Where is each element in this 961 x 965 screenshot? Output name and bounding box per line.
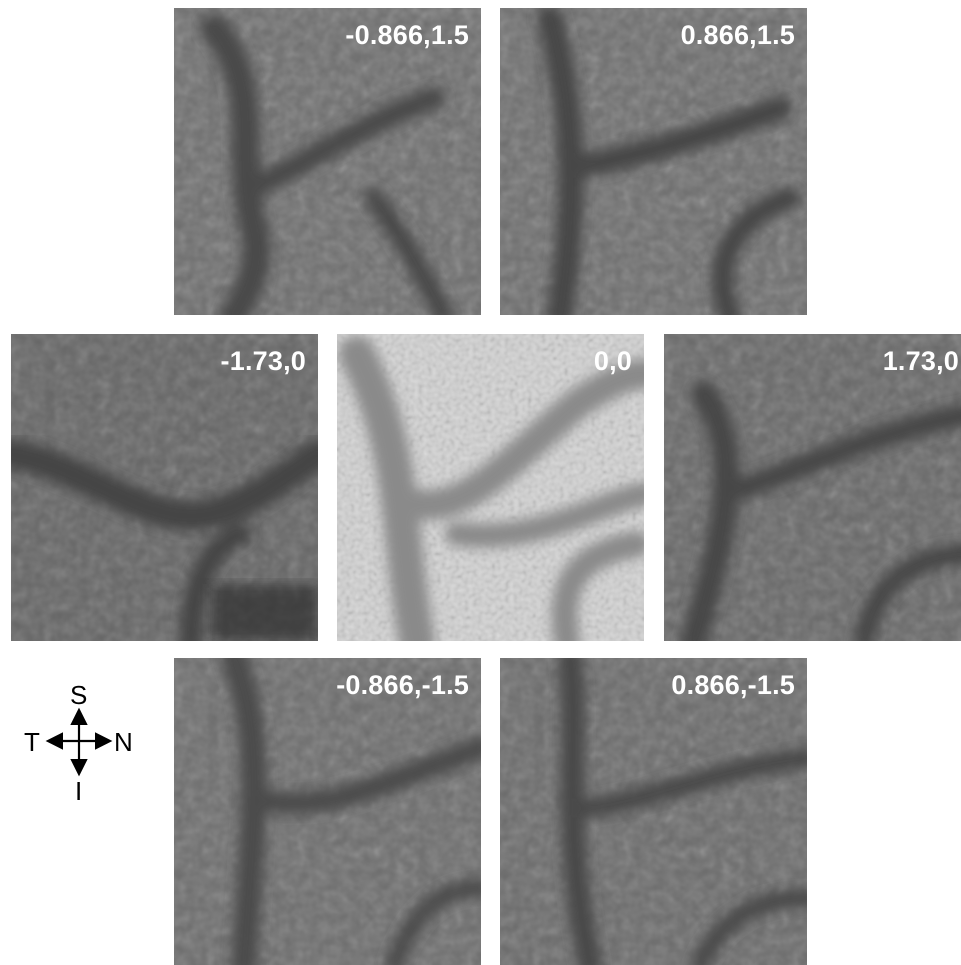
coordinate-label: 0.866,-1.5 bbox=[671, 670, 795, 700]
retina-image bbox=[337, 334, 644, 641]
coordinate-label: 0.866,1.5 bbox=[680, 20, 795, 50]
compass-label-superior: S bbox=[70, 680, 88, 710]
retina-image bbox=[11, 334, 318, 641]
image-tile-middle-left: -1.73,0 bbox=[11, 334, 318, 641]
retina-image bbox=[664, 334, 961, 641]
coordinate-label: -0.866,-1.5 bbox=[336, 670, 469, 700]
compass-label-temporal: T bbox=[24, 727, 40, 757]
image-tile-middle-right: 1.73,0 bbox=[664, 334, 961, 641]
coordinate-label: 1.73,0 bbox=[882, 346, 959, 376]
compass-label-inferior: I bbox=[75, 776, 83, 806]
image-tile-bottom-left: -0.866,-1.5 bbox=[174, 658, 481, 965]
image-tile-center: 0,0 bbox=[337, 334, 644, 641]
orientation-compass: S T N I bbox=[14, 678, 144, 808]
image-tile-top-right: 0.866,1.5 bbox=[500, 8, 807, 315]
compass-label-nasal: N bbox=[114, 727, 133, 757]
retina-image bbox=[174, 8, 481, 315]
retina-image bbox=[500, 658, 807, 965]
image-tile-top-left: -0.866,1.5 bbox=[174, 8, 481, 315]
compass-arrows-icon bbox=[45, 707, 113, 777]
retina-image bbox=[174, 658, 481, 965]
image-tile-bottom-right: 0.866,-1.5 bbox=[500, 658, 807, 965]
coordinate-label: 0,0 bbox=[593, 346, 632, 376]
retina-image bbox=[500, 8, 807, 315]
coordinate-label: -0.866,1.5 bbox=[345, 20, 469, 50]
coordinate-label: -1.73,0 bbox=[220, 346, 306, 376]
